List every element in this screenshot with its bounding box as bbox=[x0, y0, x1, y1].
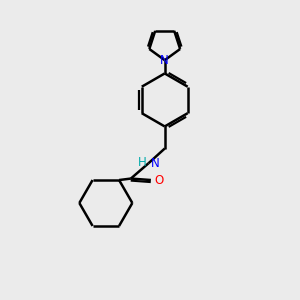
Text: H: H bbox=[138, 156, 147, 169]
Text: O: O bbox=[155, 173, 164, 187]
Text: N: N bbox=[160, 54, 169, 67]
Text: N: N bbox=[151, 157, 160, 170]
